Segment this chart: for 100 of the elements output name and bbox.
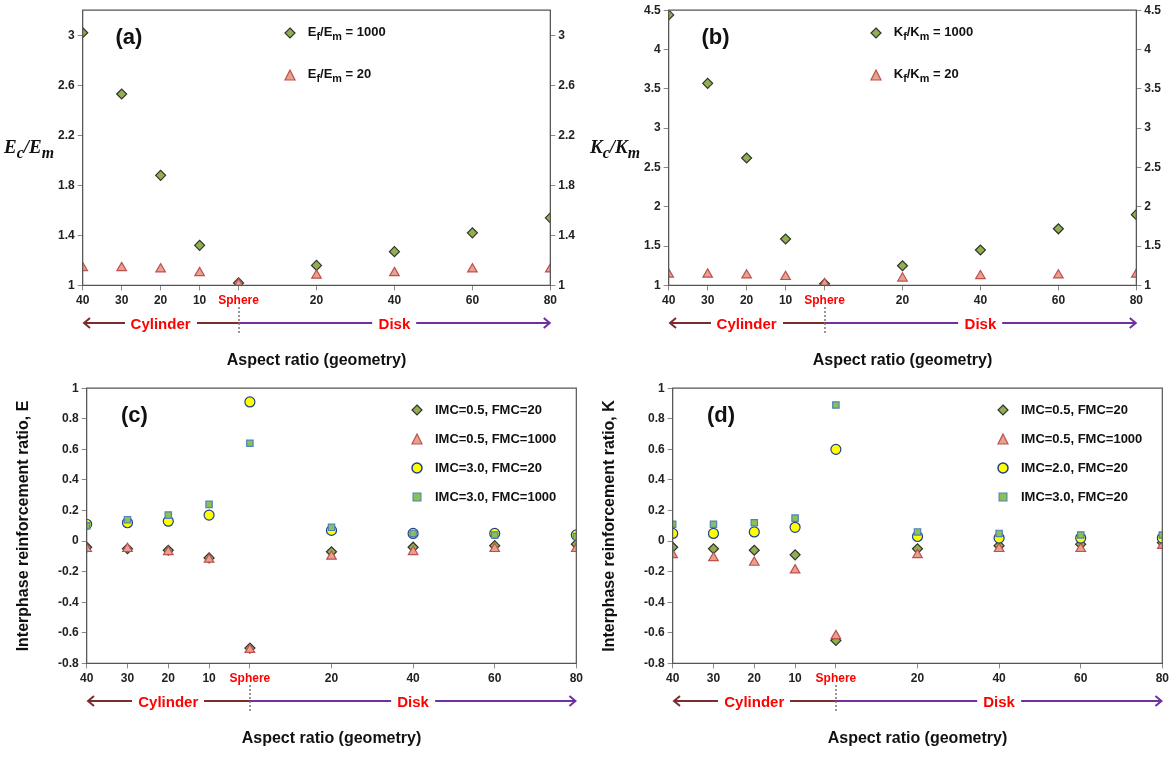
- y-axis-title: Interphase reinforcement ratio, E: [14, 400, 32, 652]
- x-tick-label: 20: [309, 292, 324, 307]
- x-tick-label: 10: [202, 670, 217, 685]
- x-tick-label: 20: [161, 670, 176, 685]
- y-tick-label: -0.6: [57, 625, 79, 640]
- x-tick-label: 30: [114, 292, 129, 307]
- legend-label: IMC=3.0, FMC=20: [434, 460, 542, 476]
- x-tick-label: 20: [895, 292, 910, 307]
- y-tick-label: 1: [653, 277, 661, 292]
- x-tick-label: 40: [80, 670, 94, 685]
- x-tick-label: Sphere: [804, 292, 846, 307]
- x-tick-label: 60: [488, 670, 502, 685]
- y2-tick-label: 1: [558, 277, 566, 292]
- text: Disk: [958, 314, 1003, 332]
- y-tick-label: 1.5: [643, 238, 661, 253]
- y-tick-label: 3.5: [643, 81, 661, 96]
- legend-label: E$_{f}$/E$_{m}$ = 1000: [307, 24, 386, 42]
- x-tick-label: 80: [1155, 670, 1170, 685]
- x-tick-label: 40: [662, 292, 676, 307]
- y-tick-label: -0.2: [643, 563, 665, 578]
- y-tick-label: -0.6: [643, 625, 665, 640]
- text: Cylinder: [710, 314, 783, 332]
- y2-tick-label: 1.4: [558, 227, 576, 242]
- y2-tick-label: 4: [1144, 41, 1152, 56]
- y-tick-label: 2: [653, 199, 661, 214]
- x-tick-label: 30: [706, 670, 721, 685]
- annotation: (b): [701, 24, 730, 51]
- x-tick-label: 20: [153, 292, 168, 307]
- x-tick-label: Sphere: [218, 292, 260, 307]
- x-tick-label: 60: [465, 292, 480, 307]
- x-tick-label: 60: [1051, 292, 1066, 307]
- y-tick-label: 3: [67, 27, 75, 42]
- y-tick-label: 0.6: [61, 441, 79, 456]
- y-tick-label: 1.8: [57, 177, 75, 192]
- y2-tick-label: 1.5: [1144, 238, 1162, 253]
- x-tick-label: Sphere: [229, 670, 271, 685]
- y-tick-label: 2.2: [57, 127, 75, 142]
- x-tick-label: 30: [700, 292, 715, 307]
- legend-label: E$_{f}$/E$_{m}$ = 20: [307, 65, 372, 84]
- x-axis-title: Aspect ratio (geometry): [827, 728, 1008, 746]
- y2-tick-label: 3: [558, 27, 566, 42]
- text: Disk: [977, 692, 1021, 710]
- x-tick-label: 60: [1074, 670, 1088, 685]
- y-tick-label: 1: [657, 380, 665, 395]
- legend-label: IMC=3.0, FMC=20: [1020, 489, 1128, 505]
- x-tick-label: 40: [666, 670, 680, 685]
- x-tick-label: 10: [778, 292, 793, 307]
- y-tick-label: 1: [71, 380, 79, 395]
- y-tick-label: 1: [67, 277, 75, 292]
- x-tick-label: 40: [406, 670, 421, 685]
- x-tick-label: 40: [76, 292, 90, 307]
- legend-label: IMC=2.0, FMC=20: [1020, 460, 1128, 476]
- y2-tick-label: 1: [1144, 277, 1152, 292]
- y-tick-label: 1.4: [57, 227, 75, 242]
- y-axis-title: E$_{c}$/E$_{m}$: [4, 135, 54, 162]
- x-tick-label: 10: [192, 292, 207, 307]
- y-tick-label: -0.8: [643, 655, 665, 670]
- x-tick-label: Sphere: [815, 670, 857, 685]
- y2-tick-label: 3.5: [1144, 81, 1162, 96]
- y2-tick-label: 2.2: [558, 127, 576, 142]
- y-tick-label: 0.2: [61, 502, 79, 517]
- x-tick-label: 20: [910, 670, 925, 685]
- x-tick-label: 80: [1129, 292, 1144, 307]
- y-tick-label: 4.5: [643, 2, 661, 17]
- x-tick-label: 40: [973, 292, 988, 307]
- legend-label: IMC=0.5, FMC=1000: [1020, 431, 1143, 447]
- y-axis-title: Interphase reinforcement ratio, K: [600, 399, 618, 652]
- x-tick-label: 20: [747, 670, 762, 685]
- text: Disk: [391, 692, 435, 710]
- legend-label: IMC=0.5, FMC=20: [434, 402, 542, 418]
- y-tick-label: 2.6: [57, 77, 75, 92]
- y-tick-label: -0.8: [57, 655, 79, 670]
- y-tick-label: -0.4: [643, 594, 665, 609]
- x-axis-title: Aspect ratio (geometry): [241, 728, 422, 746]
- x-tick-label: 20: [739, 292, 754, 307]
- y-tick-label: 0.4: [61, 472, 79, 487]
- legend-label: IMC=0.5, FMC=1000: [434, 431, 557, 447]
- x-tick-label: 80: [543, 292, 558, 307]
- y-tick-label: 0.4: [647, 472, 665, 487]
- y2-tick-label: 4.5: [1144, 2, 1162, 17]
- y-tick-label: 4: [653, 41, 661, 56]
- y-axis-title: K$_{c}$/K$_{m}$: [590, 135, 640, 162]
- y-tick-label: -0.2: [57, 563, 79, 578]
- y2-tick-label: 2: [1144, 199, 1152, 214]
- legend-label: K$_{f}$/K$_{m}$ = 20: [893, 65, 959, 84]
- x-tick-label: 40: [992, 670, 1007, 685]
- x-tick-label: 40: [387, 292, 402, 307]
- y2-tick-label: 2.6: [558, 77, 576, 92]
- y-tick-label: 0.8: [647, 411, 665, 426]
- text: Disk: [372, 314, 417, 332]
- y2-tick-label: 2.5: [1144, 159, 1162, 174]
- y-tick-label: 0.8: [61, 411, 79, 426]
- y-tick-label: 2.5: [643, 159, 661, 174]
- text: Cylinder: [718, 692, 791, 710]
- x-tick-label: 20: [324, 670, 339, 685]
- y-tick-label: 0: [657, 533, 665, 548]
- y2-tick-label: 3: [1144, 120, 1152, 135]
- text: Cylinder: [124, 314, 197, 332]
- annotation: (c): [120, 402, 148, 429]
- y-tick-label: 0.6: [647, 441, 665, 456]
